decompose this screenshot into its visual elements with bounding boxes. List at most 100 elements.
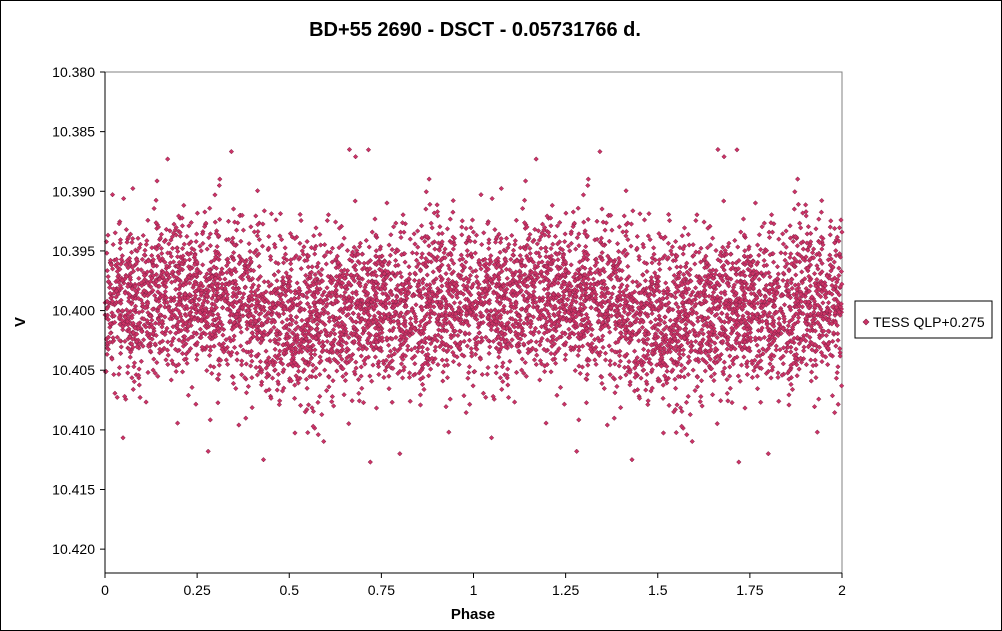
data-point [798, 359, 805, 365]
data-point [179, 223, 186, 229]
data-point [419, 235, 425, 241]
data-point [236, 422, 242, 428]
data-point [504, 375, 510, 381]
data-point [543, 248, 549, 255]
data-point [725, 398, 731, 404]
data-point [585, 216, 591, 223]
data-point [339, 242, 345, 248]
data-point [593, 256, 599, 262]
data-point [710, 235, 716, 241]
data-point [553, 336, 560, 343]
data-point [445, 347, 451, 353]
data-point [789, 285, 795, 292]
data-point [318, 329, 324, 335]
data-point [725, 337, 731, 343]
data-point [689, 438, 695, 445]
data-point [517, 317, 524, 323]
data-point [373, 405, 380, 411]
data-point [825, 257, 832, 263]
data-point [256, 364, 263, 370]
data-point [294, 280, 300, 286]
data-point [832, 283, 839, 289]
data-point [661, 319, 668, 326]
data-point [627, 369, 633, 375]
data-point [369, 229, 375, 235]
data-point [673, 429, 679, 436]
data-point [636, 338, 642, 344]
data-point [592, 269, 599, 276]
data-point [341, 392, 347, 398]
data-point [766, 270, 772, 276]
data-point [634, 245, 640, 251]
data-point [464, 343, 471, 349]
data-point [243, 415, 249, 421]
data-point [184, 233, 190, 240]
data-point [225, 256, 231, 262]
data-point [193, 231, 200, 237]
data-point [544, 319, 550, 325]
data-point [134, 248, 140, 254]
data-point [625, 263, 631, 270]
data-point [425, 362, 431, 368]
data-point [727, 364, 733, 370]
data-point [273, 217, 279, 223]
data-point [432, 246, 438, 252]
data-point [440, 369, 446, 375]
data-point [478, 192, 484, 198]
data-point [801, 348, 807, 354]
data-point [492, 307, 498, 313]
data-point [460, 282, 467, 289]
data-point [513, 217, 520, 223]
data-point [520, 341, 527, 347]
data-point [402, 259, 408, 265]
data-point [447, 396, 453, 402]
data-point [827, 252, 833, 258]
data-point [523, 373, 529, 379]
data-point [576, 417, 582, 423]
data-point [469, 217, 476, 223]
data-point [683, 399, 690, 406]
data-point [173, 232, 179, 238]
data-point [114, 334, 120, 340]
data-point [693, 217, 699, 224]
data-point [466, 364, 473, 370]
data-point [802, 202, 809, 208]
data-point [305, 429, 311, 436]
data-point [332, 322, 338, 329]
data-point [325, 310, 331, 316]
data-point [562, 231, 568, 237]
data-point [705, 353, 712, 359]
data-point [734, 147, 740, 153]
data-point [838, 383, 845, 389]
data-point [828, 218, 834, 224]
data-point [321, 438, 327, 445]
data-point [413, 302, 419, 308]
data-point [667, 265, 673, 272]
data-point [681, 225, 688, 231]
data-point [429, 240, 436, 246]
data-point [794, 243, 801, 249]
data-point [738, 229, 744, 235]
data-point [500, 378, 506, 385]
data-point [793, 272, 799, 278]
data-point [786, 318, 793, 325]
data-point [358, 353, 364, 359]
data-point [598, 239, 604, 245]
data-point [135, 235, 141, 241]
data-point [213, 304, 220, 311]
data-point [152, 320, 159, 326]
data-point [795, 319, 801, 325]
data-point [827, 224, 833, 230]
data-point [369, 378, 375, 384]
data-point [503, 248, 509, 254]
data-point [145, 258, 152, 264]
data-point [800, 246, 806, 252]
data-point [542, 232, 548, 238]
data-point [738, 362, 745, 368]
data-point [277, 210, 284, 217]
data-point [109, 192, 116, 198]
data-point [152, 341, 158, 347]
data-point [188, 219, 194, 226]
data-point [727, 385, 733, 391]
data-point [783, 228, 789, 234]
